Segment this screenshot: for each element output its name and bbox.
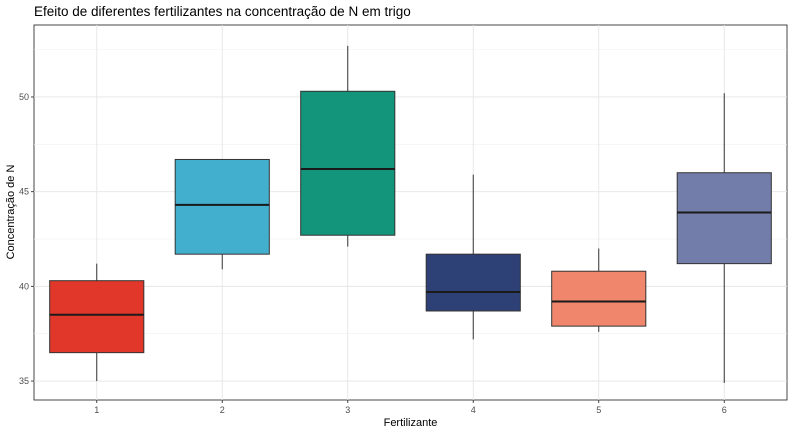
- box-iqr: [174, 158, 270, 255]
- y-tick-label: 35: [19, 376, 29, 386]
- y-tick-label: 45: [19, 187, 29, 197]
- y-tick-label: 40: [19, 281, 29, 291]
- box-iqr: [676, 172, 772, 265]
- box-fertilizante-2: [174, 158, 270, 270]
- box-fertilizante-4: [425, 174, 521, 340]
- box-iqr: [551, 270, 647, 327]
- box-fertilizante-3: [300, 45, 396, 247]
- box-iqr: [300, 90, 396, 236]
- chart-title: Efeito de diferentes fertilizantes na co…: [34, 4, 411, 19]
- box-fertilizante-1: [49, 263, 145, 382]
- x-tick-label: 6: [722, 405, 727, 415]
- x-tick-label: 3: [345, 405, 350, 415]
- x-axis-title: Fertilizante: [384, 417, 438, 429]
- x-tick-label: 2: [220, 405, 225, 415]
- box-iqr: [49, 280, 145, 354]
- box-fertilizante-6: [676, 93, 772, 383]
- plot-panel: [33, 24, 788, 401]
- x-tick-label: 5: [596, 405, 601, 415]
- x-tick-label: 1: [94, 405, 99, 415]
- x-axis: 1 2 3 4 5 6: [94, 400, 727, 415]
- y-axis: 35 40 45 50: [19, 92, 34, 386]
- y-tick-label: 50: [19, 92, 29, 102]
- box-fertilizante-5: [551, 248, 647, 332]
- box-iqr: [425, 253, 521, 312]
- x-tick-label: 4: [471, 405, 476, 415]
- y-axis-title: Concentração de N: [5, 165, 17, 260]
- boxes-layer: [49, 45, 772, 383]
